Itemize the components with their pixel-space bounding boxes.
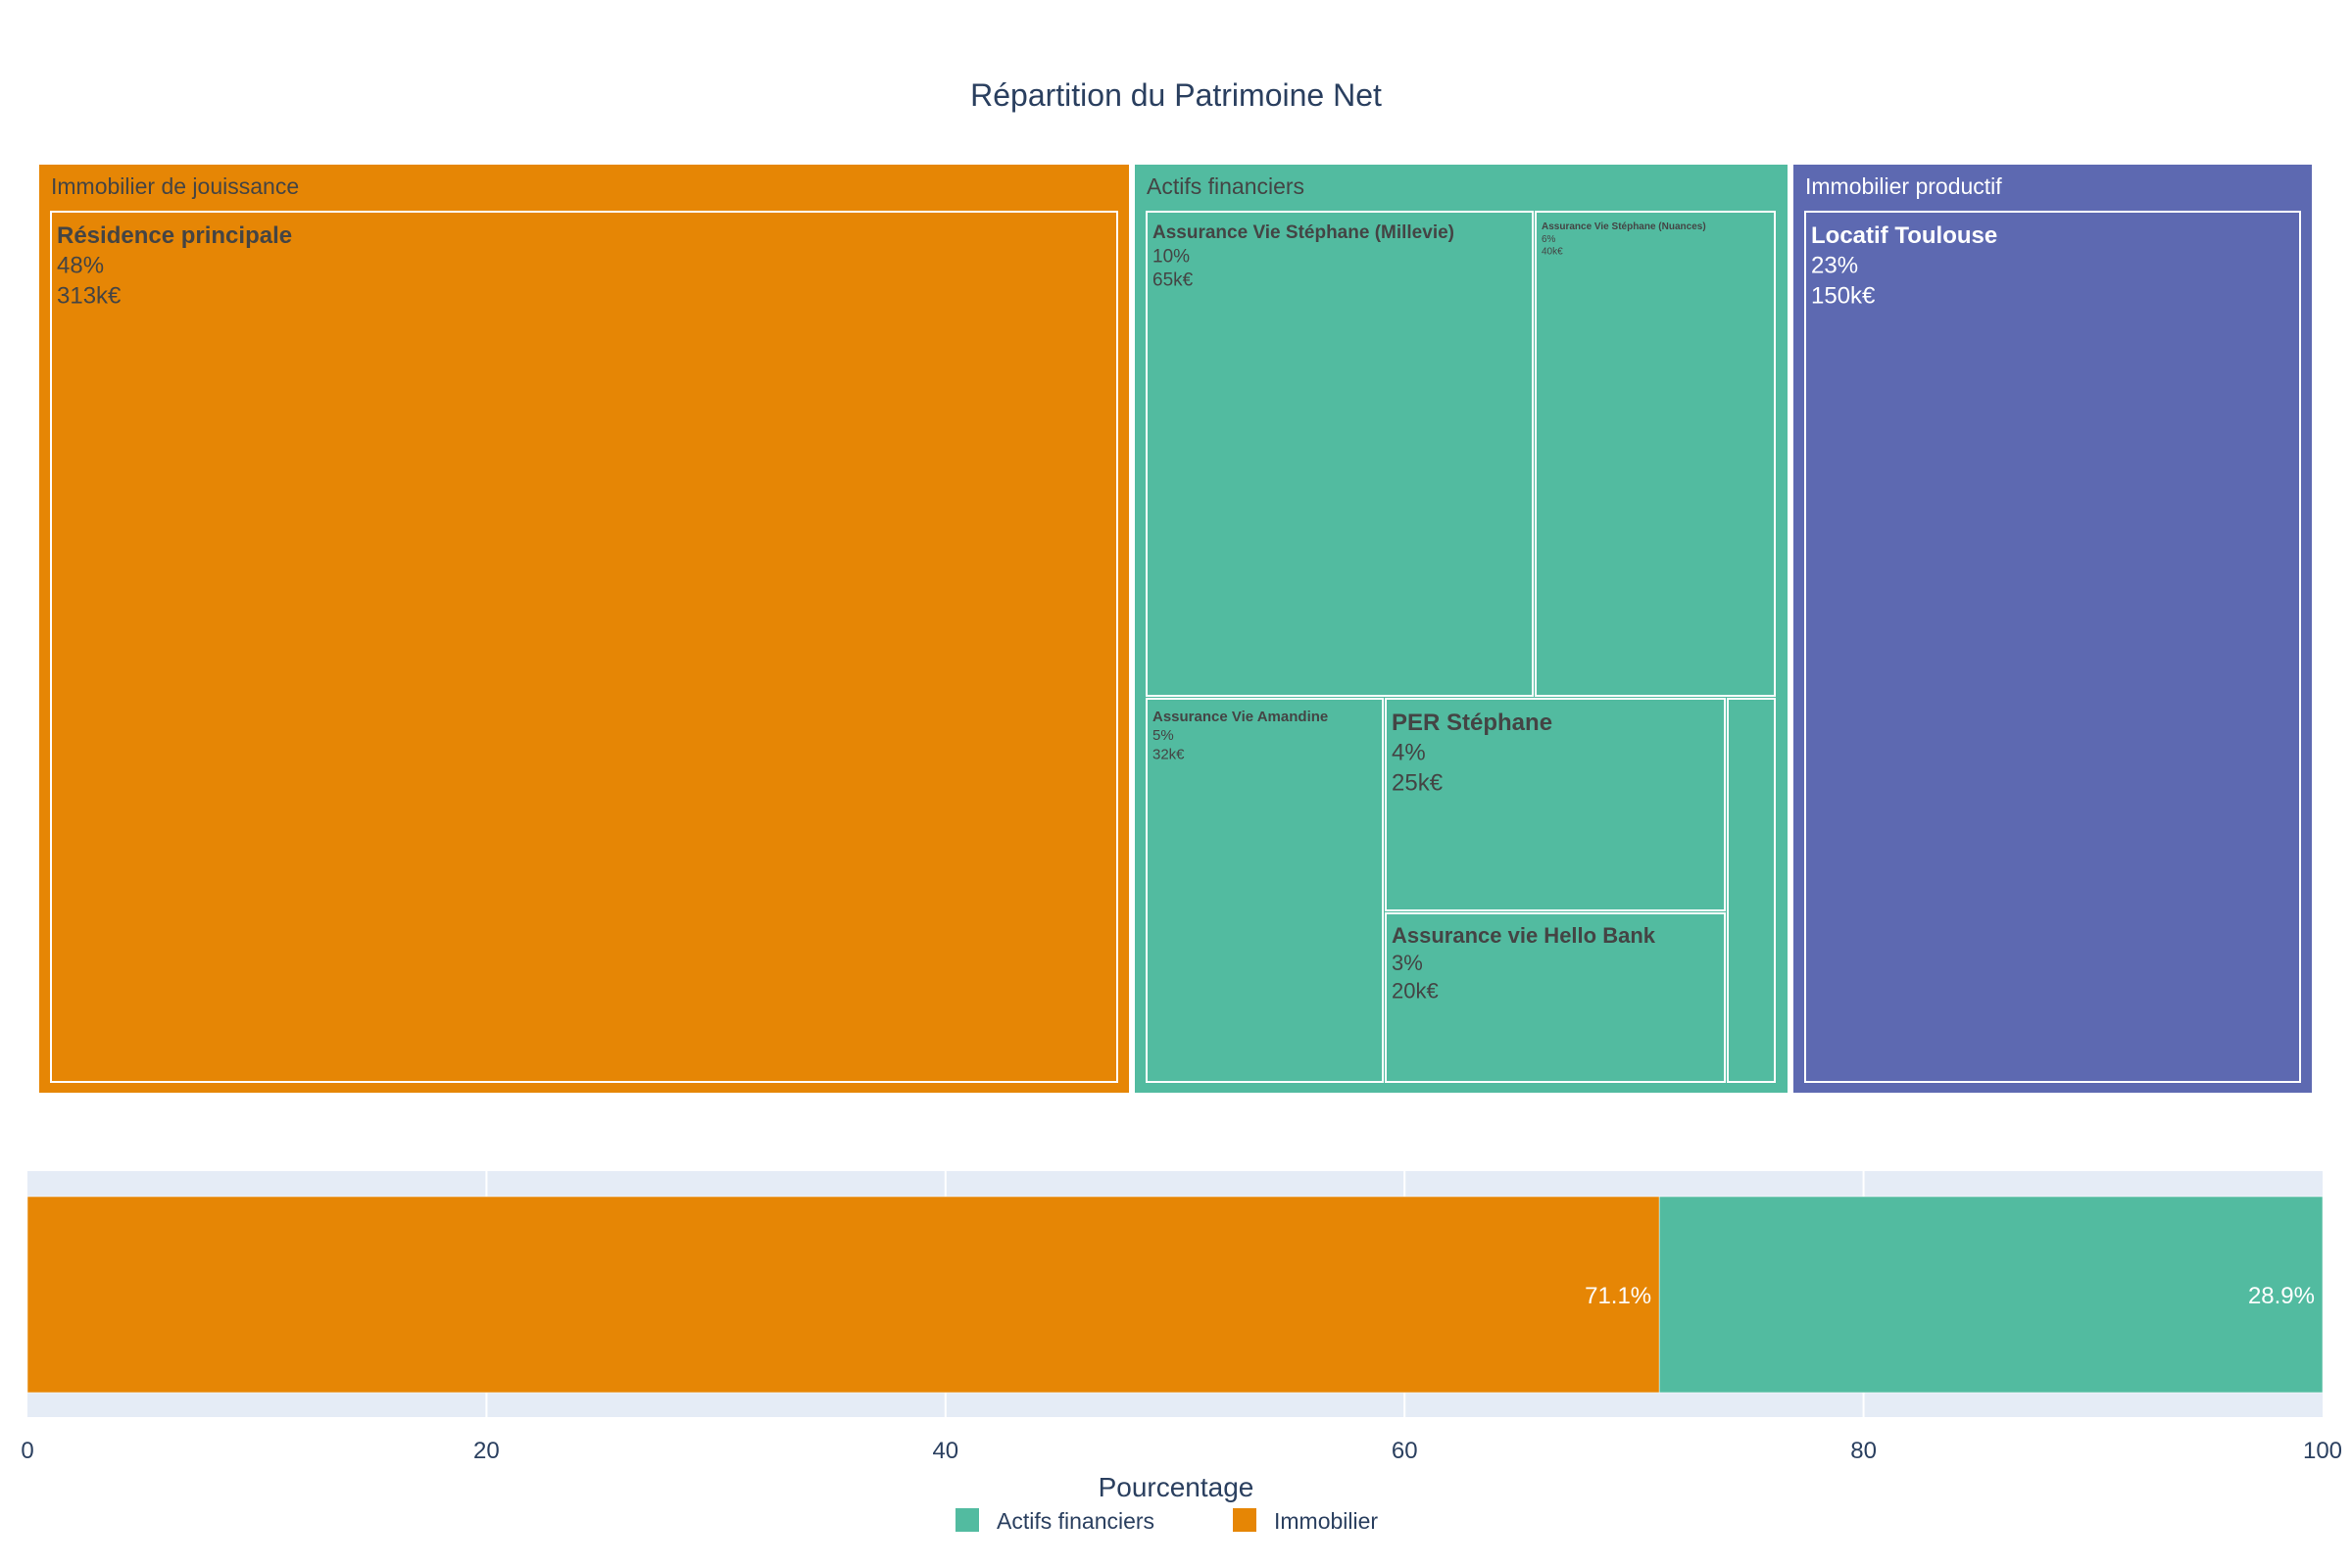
x-tick-label: 100 bbox=[2303, 1438, 2342, 1464]
legend-label: Immobilier bbox=[1274, 1508, 1378, 1534]
x-tick-label: 80 bbox=[1850, 1438, 1877, 1464]
treemap-tile-box[interactable] bbox=[1535, 211, 1776, 697]
x-tick-label: 60 bbox=[1392, 1438, 1418, 1464]
treemap-tile-box[interactable] bbox=[1727, 698, 1776, 1083]
stacked-bar-chart: 0 20 40 60 80 100 71.1% 28.9% Pourcentage Actifs … bbox=[21, 1171, 2342, 1534]
treemap-tile-name: Assurance Vie Stéphane (Nuances) bbox=[1542, 221, 1706, 232]
treemap-tile-pct: 6% bbox=[1542, 234, 1556, 245]
treemap-tile-name: Résidence principale bbox=[57, 222, 292, 249]
treemap-tile-pct: 4% bbox=[1392, 740, 1426, 766]
treemap-tile-name: Assurance vie Hello Bank bbox=[1392, 923, 1656, 948]
treemap-group[interactable]: Immobilier de jouissance Résidence princi… bbox=[39, 165, 1129, 1093]
bar-segment[interactable] bbox=[26, 1196, 1660, 1394]
treemap-tile-value: 20k€ bbox=[1392, 978, 1439, 1003]
treemap-tile[interactable]: Locatif Toulouse 23% 150k€ bbox=[1804, 211, 2301, 1083]
treemap-tile-value: 65k€ bbox=[1152, 270, 1194, 291]
treemap-tile-box[interactable] bbox=[1385, 912, 1726, 1083]
treemap-tile-box[interactable] bbox=[1385, 698, 1726, 911]
treemap-group[interactable]: Immobilier productif Locatif Toulouse 23% 1… bbox=[1793, 165, 2312, 1093]
treemap-tile[interactable]: Résidence principale 48% 313k€ bbox=[50, 211, 1118, 1083]
treemap-tile-pct: 3% bbox=[1392, 951, 1423, 975]
treemap-tile-value: 313k€ bbox=[57, 282, 122, 309]
legend-item[interactable]: Actifs financiers bbox=[956, 1508, 1154, 1534]
treemap-tile-name: Assurance Vie Amandine bbox=[1152, 709, 1328, 725]
treemap-tile-box[interactable] bbox=[50, 211, 1118, 1083]
bar-data-label: 28.9% bbox=[2248, 1283, 2315, 1309]
treemap-tile[interactable]: Assurance Vie Stéphane (Nuances) 6% 40k€ bbox=[1535, 211, 1776, 697]
treemap-tile-value: 32k€ bbox=[1152, 746, 1185, 762]
treemap-tile-name: Assurance Vie Stéphane (Millevie) bbox=[1152, 222, 1454, 243]
bar-segment[interactable] bbox=[1658, 1196, 2324, 1394]
treemap-tile-value: 25k€ bbox=[1392, 769, 1444, 796]
treemap-tile[interactable]: Assurance Vie Amandine 5% 32k€ bbox=[1146, 698, 1384, 1083]
treemap-group-label: Immobilier de jouissance bbox=[51, 173, 299, 199]
treemap-tile-pct: 5% bbox=[1152, 727, 1174, 744]
treemap-group[interactable]: Actifs financiers Assurance Vie Stéphane … bbox=[1135, 165, 1788, 1093]
treemap-tile[interactable]: Assurance vie Hello Bank 3% 20k€ bbox=[1385, 912, 1726, 1083]
treemap-tile-value: 40k€ bbox=[1542, 247, 1563, 258]
treemap-tile-box[interactable] bbox=[1146, 211, 1534, 697]
treemap-tile-pct: 10% bbox=[1152, 246, 1190, 267]
treemap-tile-pct: 23% bbox=[1811, 253, 1858, 279]
x-tick-label: 40 bbox=[932, 1438, 958, 1464]
treemap: Immobilier de jouissance Résidence princi… bbox=[39, 165, 2312, 1093]
x-tick-label: 20 bbox=[473, 1438, 500, 1464]
treemap-tile-name: PER Stéphane bbox=[1392, 710, 1552, 736]
legend-label: Actifs financiers bbox=[997, 1508, 1154, 1534]
treemap-tile[interactable]: Assurance Vie Stéphane (Millevie) 10% 65k€ bbox=[1146, 211, 1534, 697]
treemap-tile-pct: 48% bbox=[57, 253, 104, 279]
treemap-group-label: Actifs financiers bbox=[1147, 173, 1304, 199]
treemap-tile-box[interactable] bbox=[1146, 698, 1384, 1083]
chart-title: Répartition du Patrimoine Net bbox=[970, 77, 1382, 113]
bar-data-label: 71.1% bbox=[1585, 1283, 1651, 1309]
x-tick-label: 0 bbox=[21, 1438, 33, 1464]
legend-swatch bbox=[956, 1508, 979, 1532]
x-axis-title: Pourcentage bbox=[1099, 1472, 1254, 1502]
treemap-group-label: Immobilier productif bbox=[1805, 173, 2002, 199]
treemap-tile-value: 150k€ bbox=[1811, 282, 1876, 309]
treemap-tile[interactable]: PER Stéphane 4% 25k€ bbox=[1385, 698, 1726, 911]
legend-swatch bbox=[1233, 1508, 1256, 1532]
treemap-tile[interactable] bbox=[1727, 698, 1776, 1083]
treemap-tile-box[interactable] bbox=[1804, 211, 2301, 1083]
legend-item[interactable]: Immobilier bbox=[1233, 1508, 1378, 1534]
treemap-tile-name: Locatif Toulouse bbox=[1811, 222, 1997, 249]
